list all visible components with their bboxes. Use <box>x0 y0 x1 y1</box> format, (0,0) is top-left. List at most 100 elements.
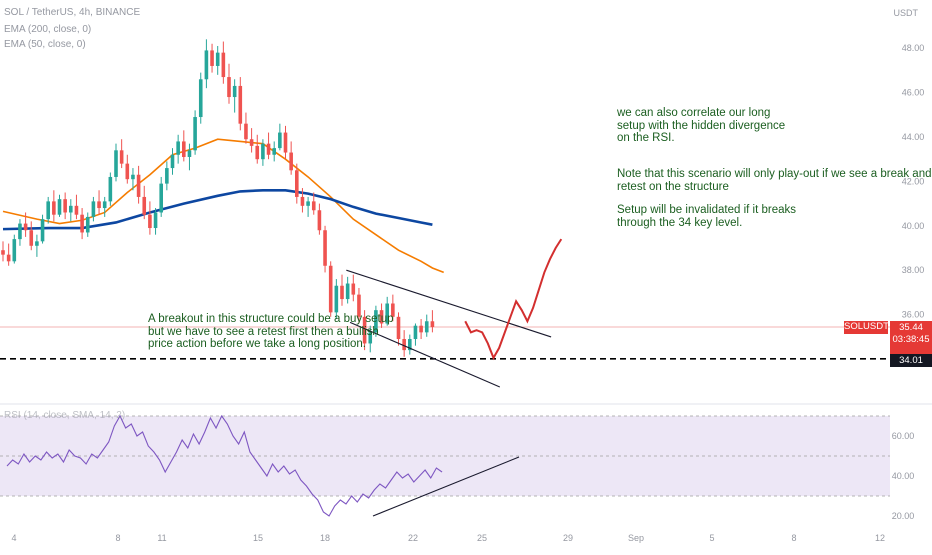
candle-body <box>176 141 180 155</box>
candle-body <box>311 201 316 211</box>
candle-body <box>69 205 73 213</box>
candle-body <box>227 77 231 98</box>
candle-body <box>131 174 135 180</box>
candle-body <box>57 199 62 215</box>
price-tick-label: 46.00 <box>902 88 925 98</box>
candle-body <box>215 52 220 66</box>
rsi-trendline <box>372 456 520 517</box>
candle-body <box>136 174 141 197</box>
candle-body <box>368 332 373 344</box>
candle-body <box>261 143 265 160</box>
time-tick-label: 22 <box>408 533 418 543</box>
candle-body <box>221 52 226 78</box>
candle-body <box>125 163 130 180</box>
annotation-invalidation: Setup will be invalidated if it breaks t… <box>617 204 796 229</box>
candle-body <box>182 141 186 157</box>
candle-body <box>193 117 197 151</box>
price-pair-label: SOLUSDT <box>844 321 889 334</box>
candle-body <box>18 223 22 240</box>
key-level-badge: 34.01 <box>890 354 932 367</box>
time-tick-label: 29 <box>563 533 573 543</box>
time-tick-label: 18 <box>320 533 330 543</box>
candle-body <box>419 325 423 333</box>
candle-body <box>408 339 412 351</box>
price-tick-label: 36.00 <box>902 310 925 320</box>
candle-body <box>170 154 175 169</box>
candle-body <box>424 321 429 333</box>
price-tick-label: 48.00 <box>902 43 925 53</box>
candle-body <box>1 250 5 255</box>
candle-body <box>289 152 293 171</box>
candle-body <box>142 196 147 215</box>
rsi-tick-label: 40.00 <box>892 471 915 481</box>
candle-body <box>159 183 163 213</box>
annotation-breakout: A breakout in this structure could be a … <box>148 313 394 350</box>
price-tick-label: 44.00 <box>902 132 925 142</box>
rsi-tick-label: 60.00 <box>892 431 915 441</box>
time-tick-label: 11 <box>157 533 166 543</box>
price-tick-label: 38.00 <box>902 265 925 275</box>
candle-body <box>430 321 435 328</box>
candle-body <box>63 199 67 213</box>
time-tick-label: 8 <box>115 533 120 543</box>
ema200-legend: EMA (200, close, 0) <box>4 24 92 35</box>
price-tick-label: 42.00 <box>902 176 925 186</box>
candle-body <box>255 145 260 160</box>
candle-body <box>74 205 79 215</box>
candle-body <box>374 310 378 333</box>
time-tick-label: 8 <box>791 533 796 543</box>
candle-body <box>232 85 237 98</box>
time-tick-label: 4 <box>11 533 16 543</box>
candle-body <box>119 150 124 164</box>
channel-lower-line <box>349 321 501 388</box>
candle-body <box>278 132 282 149</box>
candle-body <box>266 143 271 155</box>
candle-body <box>328 265 333 313</box>
candle-body <box>80 214 84 233</box>
unit-label: USDT <box>893 8 919 18</box>
rsi-line <box>6 414 443 517</box>
ema200-line <box>2 188 433 231</box>
candle-body <box>295 170 299 197</box>
candle-body <box>108 176 113 202</box>
time-tick-label: 25 <box>477 533 487 543</box>
candle-body <box>6 254 11 262</box>
candle-body <box>413 325 418 340</box>
candle-body <box>165 168 169 184</box>
candle-body <box>148 214 152 229</box>
time-tick-label: 5 <box>709 533 714 543</box>
candle-body <box>385 303 389 324</box>
candle-body <box>52 201 56 215</box>
candle-body <box>272 148 276 155</box>
candle-body <box>351 283 356 295</box>
candle-body <box>402 339 406 351</box>
symbol-title: SOL / TetherUS, 4h, BINANCE <box>4 7 141 18</box>
candle-body <box>114 150 118 177</box>
candle-body <box>323 230 327 266</box>
candle-body <box>340 285 344 300</box>
ema50-line <box>2 138 444 274</box>
current-price-label: 35.44 <box>899 322 923 333</box>
candle-body <box>396 316 401 340</box>
candle-body <box>317 210 322 231</box>
candle-body <box>198 79 203 118</box>
ema50-legend: EMA (50, close, 0) <box>4 39 86 50</box>
candle-body <box>300 196 305 206</box>
channel-upper-line <box>346 269 552 338</box>
price-tick-label: 40.00 <box>902 221 925 231</box>
candle-body <box>204 50 209 80</box>
projection-path <box>464 238 563 361</box>
candle-body <box>391 303 395 317</box>
candle-body <box>46 201 50 220</box>
time-tick-label: 15 <box>253 533 263 543</box>
candle-body <box>306 201 310 206</box>
candle-body <box>244 123 248 140</box>
candle-body <box>379 310 384 324</box>
candle-body <box>97 201 101 209</box>
candle-body <box>249 139 254 146</box>
candle-body <box>210 50 214 66</box>
annotation-divergence: we can also correlate our long setup wit… <box>617 107 786 144</box>
rsi-legend: RSI (14, close, SMA, 14, 2) <box>4 410 126 421</box>
candle-body <box>362 316 367 344</box>
